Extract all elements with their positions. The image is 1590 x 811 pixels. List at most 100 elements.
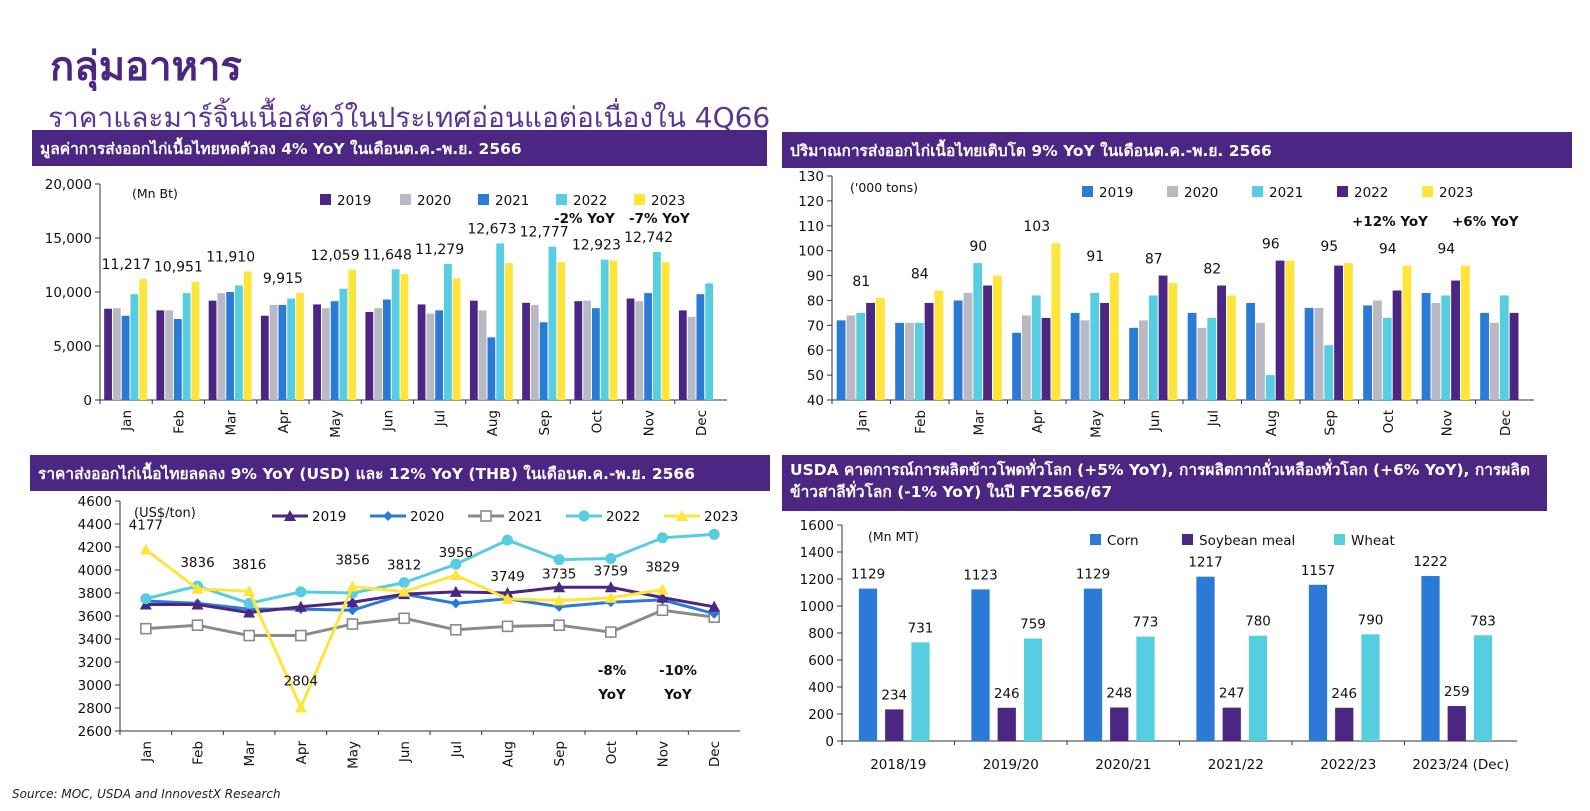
data-label: 3759 — [594, 564, 628, 580]
y-tick-label: 50 — [807, 368, 824, 384]
usda-production-chart: 0 200 400 600 800 1000 1200 1400 1600 (Mn MT) 2018… — [800, 518, 1517, 773]
bar-2021 — [644, 293, 653, 400]
data-label: 3856 — [335, 553, 369, 569]
bar-2021 — [278, 304, 287, 400]
x-tick-label: Aug — [1264, 410, 1280, 436]
legend-swatch — [320, 194, 331, 205]
data-label: 2804 — [284, 674, 318, 690]
marker-diamond — [450, 598, 461, 609]
bar-2021 — [487, 337, 496, 400]
marker-triangle — [656, 591, 669, 603]
legend-label: 2020 — [410, 509, 444, 525]
legend-swatch — [1422, 186, 1433, 197]
marker-triangle — [191, 598, 204, 610]
marker-diamond — [383, 511, 393, 521]
x-tick-label: Jun — [397, 741, 413, 763]
bar-2022 — [1217, 285, 1226, 400]
bar-2020 — [1139, 320, 1148, 400]
x-tick-label: Jun — [1147, 410, 1163, 432]
legend-swatch — [1082, 186, 1093, 197]
data-label: 1129 — [851, 567, 885, 583]
marker-square — [553, 619, 565, 631]
marker-circle — [398, 577, 410, 589]
x-tick-label: 2021/22 — [1208, 757, 1264, 773]
bar-2023 — [1109, 273, 1119, 400]
marker-square — [480, 510, 492, 522]
bar-2022 — [444, 263, 452, 400]
data-label: 246 — [994, 686, 1020, 702]
y-tick-label: 70 — [807, 318, 824, 334]
bar-2019 — [104, 308, 112, 400]
marker-square — [191, 619, 204, 631]
data-label: 11,217 — [102, 257, 151, 273]
bar-2022 — [1100, 302, 1109, 400]
bar-2023 — [452, 278, 461, 400]
data-label: 10,951 — [154, 260, 203, 276]
legend-label: 2023 — [651, 193, 685, 209]
y-tick-label: 20,000 — [45, 177, 92, 193]
bar-2022 — [496, 243, 505, 400]
marker-triangle — [294, 600, 307, 612]
bar-2022 — [653, 252, 661, 400]
bar-2019 — [626, 298, 635, 400]
marker-triangle — [676, 510, 688, 521]
marker-circle — [657, 532, 668, 544]
bar-2021 — [1441, 295, 1451, 400]
bar-2020 — [1080, 320, 1090, 400]
data-label: 11,910 — [206, 249, 255, 265]
bar-soybean-meal — [1222, 707, 1241, 741]
source-note: Source: MOC, USDA and InnovestX Research — [12, 787, 281, 801]
data-label: 247 — [1219, 686, 1245, 702]
y-tick-label: 90 — [807, 269, 824, 285]
legend-label: 2022 — [606, 509, 640, 525]
data-label: 82 — [1203, 262, 1221, 278]
data-label: 96 — [1262, 237, 1280, 253]
bar-2022 — [235, 285, 243, 400]
y-tick-label: 40 — [807, 393, 824, 409]
data-label: 3812 — [387, 558, 421, 574]
data-label: 1217 — [1188, 555, 1222, 571]
bar-2022 — [182, 293, 191, 400]
bar-2020 — [478, 310, 487, 400]
bar-2023 — [1051, 243, 1061, 400]
marker-triangle — [243, 606, 256, 618]
x-tick-label: Feb — [191, 741, 207, 765]
y-tick-label: 3800 — [78, 586, 112, 602]
data-label: 759 — [1020, 617, 1046, 633]
data-label: 12,923 — [572, 238, 621, 254]
x-tick-label: Apr — [1030, 410, 1046, 434]
legend-swatch — [1090, 534, 1101, 545]
y-tick-label: 1200 — [800, 572, 834, 588]
marker-triangle — [294, 701, 307, 713]
y-tick-label: 3000 — [78, 678, 112, 694]
bar-soybean-meal — [1110, 707, 1129, 741]
x-tick-label: Dec — [1498, 410, 1514, 436]
legend-label: Wheat — [1351, 533, 1395, 549]
bar-2021 — [226, 292, 235, 400]
annotation: +12% YoY — [1352, 214, 1428, 230]
bar-2020 — [1314, 307, 1324, 400]
x-tick-label: Jan — [119, 410, 135, 432]
usda-production-title: USDA คาดการณ์การผลิตข้าวโพดทั่วโลก (+5% … — [782, 455, 1547, 511]
data-label: 11,648 — [363, 247, 412, 263]
annotation: -10% — [659, 663, 697, 679]
marker-triangle — [501, 592, 514, 604]
usda-production-panel: USDA คาดการณ์การผลิตข้าวโพดทั่วโลก (+5% … — [782, 455, 1547, 785]
bar-2019 — [208, 300, 217, 400]
marker-diamond — [554, 601, 565, 612]
bar-corn — [971, 589, 990, 741]
marker-triangle — [656, 583, 669, 595]
marker-triangle — [346, 580, 359, 592]
bar-2021 — [121, 315, 130, 400]
bar-corn — [1308, 584, 1328, 741]
bar-2019 — [1246, 302, 1256, 400]
bar-2020 — [687, 316, 696, 400]
marker-square — [605, 626, 617, 638]
line-2022 — [145, 532, 715, 605]
bar-soybean-meal — [1335, 707, 1354, 741]
x-tick-label: May — [328, 410, 344, 438]
line-2020 — [145, 592, 715, 616]
y-tick-label: 130 — [798, 169, 824, 185]
bar-2023 — [191, 281, 200, 400]
marker-circle — [605, 553, 617, 564]
